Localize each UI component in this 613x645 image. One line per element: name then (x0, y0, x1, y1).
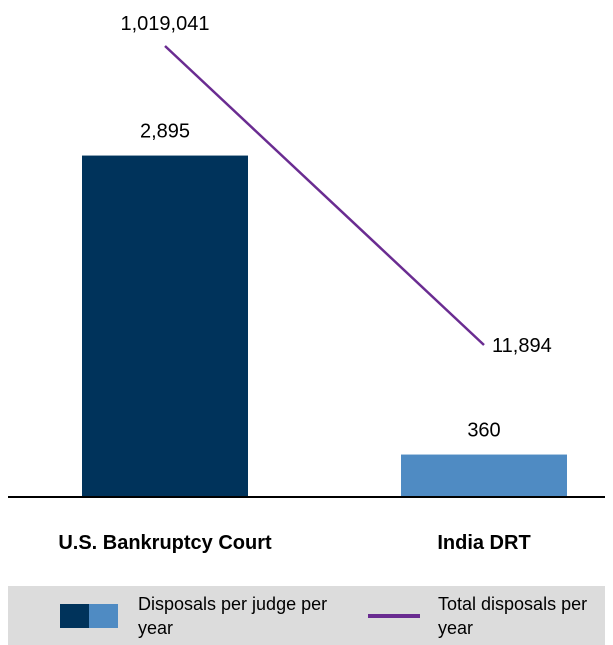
category-label: India DRT (437, 532, 530, 554)
legend-item-bars: Disposals per judge per year (60, 586, 327, 645)
legend-swatch-bars (60, 604, 118, 628)
legend-swatch-line (368, 614, 420, 618)
bar-value-label: 2,895 (140, 121, 190, 143)
chart-canvas: 2,895 360 U.S. Bankruptcy Court India DRT 1,… (8, 13, 605, 554)
legend: Disposals per judge per year Total dispo… (8, 586, 605, 645)
line-value-label: 11,894 (492, 335, 552, 357)
bar-us-bankruptcy-court (82, 155, 248, 497)
legend-swatch-light (89, 604, 118, 628)
bar-group (82, 155, 567, 497)
legend-label-bars: Disposals per judge per year (138, 594, 328, 638)
bar-value-label: 360 (467, 420, 500, 442)
category-label: U.S. Bankruptcy Court (58, 532, 272, 554)
legend-swatch-dark (60, 604, 89, 628)
legend-label-line: Total disposals per year (438, 594, 588, 638)
legend-item-line: Total disposals per year (368, 586, 598, 645)
label-group: 2,895 360 U.S. Bankruptcy Court India DRT 1,… (58, 13, 551, 554)
total-disposals-line (164, 45, 485, 346)
line-value-label: 1,019,041 (121, 13, 210, 35)
bar-india-drt (401, 454, 567, 497)
